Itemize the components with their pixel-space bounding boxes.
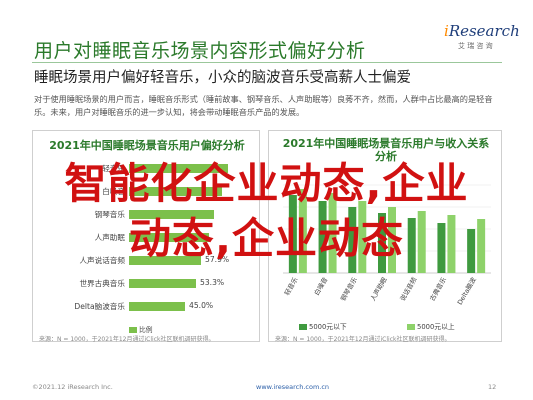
bar-value-label: 45.0%	[189, 301, 214, 310]
overlay-text-line-2: 动态,企业动态	[129, 214, 404, 263]
left-chart-title: 2021年中国睡眠场景音乐用户偏好分析	[49, 139, 245, 152]
bar	[129, 256, 201, 265]
bar-label: 人声助眠	[94, 233, 125, 242]
bar-label: 白噪音	[102, 187, 125, 196]
bar-value-label: 57.9%	[205, 255, 230, 264]
category-label: 人声助眠	[368, 275, 389, 302]
bar-label: 人声说话音频	[79, 256, 125, 265]
column-series-2	[417, 211, 426, 273]
bar-label: 钢琴音乐	[94, 210, 125, 219]
category-label: 白噪音	[312, 275, 330, 297]
column-series-1	[437, 223, 446, 273]
category-label: 古典音乐	[427, 275, 448, 302]
category-label: Delta脑波	[455, 275, 478, 306]
bar	[129, 279, 196, 288]
left-chart-source: 来源：N = 1000，于2021年12月通过iClick社区联机调研获得。	[39, 336, 215, 343]
overlay-text-line-1: 智能化企业动态,企业	[64, 159, 469, 208]
bar-label: 世界古典音乐	[79, 279, 125, 288]
column-series-1	[378, 213, 386, 273]
body-paragraph: 对于使用睡眠场景的用户而言，睡眠音乐形式（睡前故事、钢琴音乐、人声助眠等）良莠不…	[34, 94, 493, 117]
page-title: 用户对睡眠音乐场景内容形式偏好分析	[34, 40, 366, 62]
bar	[129, 302, 185, 311]
column-series-2	[328, 193, 337, 273]
left-chart-panel: 2021年中国睡眠场景音乐用户偏好分析 轻音乐白噪音钢琴音乐人声助眠人声说话音频…	[32, 130, 261, 343]
column-series-1	[348, 207, 357, 273]
title-divider	[32, 62, 502, 63]
bar-row: 世界古典音乐 53.3%	[33, 276, 261, 292]
page-number: 12	[488, 383, 497, 391]
right-chart-plot: 轻音乐 白噪音 钢琴音乐 人声助眠 说话音频 古典音乐 Delta脑波	[282, 184, 491, 306]
legend-swatch	[407, 324, 415, 330]
right-legend-1: 5000元以下	[299, 321, 347, 331]
bar	[129, 233, 209, 242]
right-chart-title: 2021年中国睡眠场景音乐用户与收入关系分析	[282, 137, 490, 163]
column-series-2	[298, 189, 307, 273]
bar-row: 钢琴音乐	[33, 207, 261, 223]
page-subtitle: 睡眠场景用户偏好轻音乐，小众的脑波音乐受高薪人士偏爱	[34, 70, 411, 86]
bar-value-label: 53.3%	[200, 278, 225, 287]
column-series-2	[388, 207, 396, 273]
legend-swatch	[129, 327, 137, 333]
right-legend-2: 5000元以上	[407, 321, 455, 331]
bar-row: Delta脑波音乐 45.0%	[33, 299, 261, 315]
bar	[129, 187, 222, 196]
column-series-1	[318, 201, 327, 273]
right-chart-source: 来源：N = 1000，于2021年12月通过iClick社区联机调研获得。	[275, 336, 451, 343]
footer-copyright: ©2021.12 iResearch Inc.	[32, 383, 113, 391]
right-chart-panel: 2021年中国睡眠场景音乐用户与收入关系分析 轻音乐 白噪音 钢琴音乐 人声助眠 说话音…	[268, 130, 502, 343]
bar-row: 人声说话音频 57.9%	[33, 253, 261, 269]
column-series-2	[358, 201, 367, 273]
column-series-2	[477, 219, 486, 273]
footer-website-link[interactable]: www.iresearch.com.cn	[256, 383, 330, 391]
bar	[129, 210, 214, 219]
category-label: 轻音乐	[282, 275, 300, 297]
column-series-1	[467, 229, 476, 273]
category-label: 钢琴音乐	[338, 275, 359, 302]
bar	[129, 164, 228, 173]
column-series-1	[407, 218, 416, 273]
logo-brand: iResearch	[444, 22, 520, 40]
bar-row: 白噪音	[33, 184, 261, 200]
bar-row: 人声助眠	[33, 230, 261, 246]
iresearch-logo: iResearch 艾 瑞 咨 询	[444, 22, 520, 58]
bar-row: 轻音乐	[33, 161, 261, 177]
column-series-2	[447, 215, 456, 273]
bar-label: 轻音乐	[102, 164, 125, 173]
legend-swatch	[299, 324, 307, 330]
column-series-1	[288, 195, 297, 273]
left-chart-legend: 比例	[129, 324, 153, 334]
category-label: 说话音频	[398, 275, 419, 302]
logo-sub: 艾 瑞 咨 询	[458, 42, 493, 50]
bar-label: Delta脑波音乐	[74, 302, 125, 311]
